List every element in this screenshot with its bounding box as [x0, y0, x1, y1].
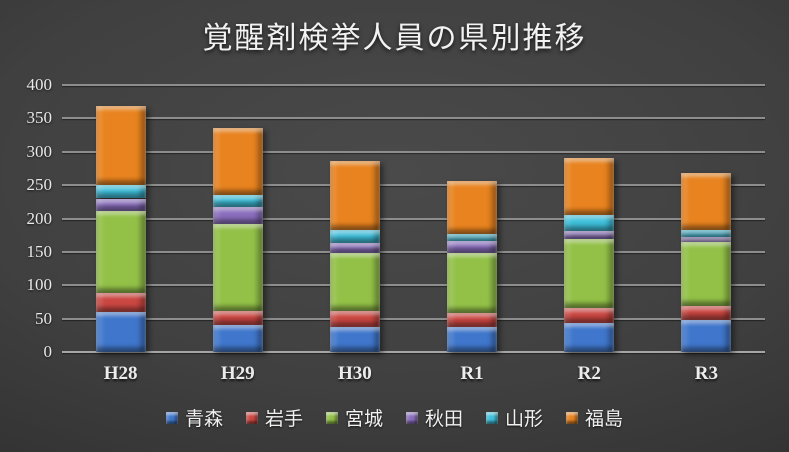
bar-segment-r3-iwate[interactable]	[681, 305, 732, 320]
y-tick-label-350: 350	[26, 108, 53, 128]
bar-segment-h28-akita[interactable]	[95, 198, 146, 211]
legend-marker-miyagi-icon	[325, 411, 338, 424]
bar-segment-h29-miyagi[interactable]	[212, 223, 263, 312]
bar-segment-h29-yamagata[interactable]	[212, 195, 263, 208]
bar-segment-r2-aomori[interactable]	[564, 323, 615, 352]
legend-item-iwate[interactable]: 岩手	[245, 404, 303, 431]
x-tick-label-r1: R1	[460, 363, 484, 384]
y-tick-label-0: 0	[43, 342, 53, 361]
gridline-300	[62, 150, 765, 153]
gridline-150	[62, 250, 765, 253]
y-tick-label-400: 400	[26, 75, 53, 94]
gridline-400	[62, 84, 765, 86]
y-tick-label-150: 150	[26, 241, 53, 261]
bar-segment-r2-miyagi[interactable]	[564, 239, 615, 308]
legend-marker-fukushima-icon	[566, 411, 579, 424]
bar-segment-r3-yamagata[interactable]	[681, 229, 732, 237]
legend-label-fukushima: 福島	[585, 409, 624, 430]
bar-segment-r3-aomori[interactable]	[681, 319, 732, 352]
x-tick-label-h29: H29	[220, 363, 255, 384]
bar-segment-h30-akita[interactable]	[329, 242, 380, 254]
bar-column-h28	[95, 85, 146, 352]
y-tick-label-300: 300	[26, 141, 53, 161]
bar-segment-h28-fukushima[interactable]	[95, 105, 146, 186]
bar-segment-r3-fukushima[interactable]	[681, 173, 732, 230]
legend-item-aomori[interactable]: 青森	[165, 404, 223, 431]
bar-segment-r2-akita[interactable]	[564, 231, 615, 240]
legend-item-akita[interactable]: 秋田	[406, 404, 463, 431]
plot-area: 0 50 100 150 200 250 300 350 400 H28 H29 H30 R1 R2 R3	[27, 75, 765, 384]
y-tick-label-100: 100	[26, 275, 53, 295]
bar-segment-h28-aomori[interactable]	[95, 311, 146, 352]
bar-segment-r1-yamagata[interactable]	[447, 233, 498, 242]
bar-segment-r1-aomori[interactable]	[447, 326, 498, 352]
x-tick-label-h28: H28	[103, 363, 138, 384]
y-tick-label-50: 50	[35, 308, 52, 328]
bar-segment-h30-aomori[interactable]	[329, 326, 380, 352]
bar-column-h29	[212, 85, 263, 352]
bar-segment-h28-yamagata[interactable]	[95, 185, 146, 199]
bar-segment-h30-fukushima[interactable]	[329, 161, 380, 230]
gridline-50	[62, 317, 765, 320]
legend-marker-iwate-icon	[245, 411, 258, 424]
bar-segment-r1-miyagi[interactable]	[447, 252, 498, 314]
bar-segment-h29-fukushima[interactable]	[212, 128, 263, 196]
bar-segment-h28-miyagi[interactable]	[95, 210, 146, 294]
gridline-0	[62, 351, 765, 353]
bar-segment-r1-iwate[interactable]	[447, 313, 498, 327]
gridline-350	[62, 117, 765, 120]
gridline-200	[62, 217, 765, 220]
bar-column-r3	[681, 85, 732, 352]
bar-segment-h30-iwate[interactable]	[329, 311, 380, 327]
legend-marker-aomori-icon	[165, 411, 178, 424]
bar-segment-r2-yamagata[interactable]	[564, 214, 615, 232]
legend-item-fukushima[interactable]: 福島	[566, 404, 623, 431]
x-tick-label-r2: R2	[577, 363, 601, 384]
y-tick-label-200: 200	[26, 208, 53, 228]
legend-item-yamagata[interactable]: 山形	[486, 404, 543, 431]
bar-segment-r2-fukushima[interactable]	[564, 157, 615, 215]
bar-segment-h29-iwate[interactable]	[212, 311, 263, 325]
bar-segment-r3-akita[interactable]	[681, 236, 732, 242]
y-tick-label-250: 250	[26, 175, 53, 195]
legend-label-akita: 秋田	[425, 409, 464, 430]
gridline-250	[62, 184, 765, 187]
legend-marker-yamagata-icon	[486, 411, 499, 424]
bar-segment-r1-fukushima[interactable]	[447, 181, 498, 234]
x-tick-label-r3: R3	[694, 363, 719, 384]
bar-column-r1	[447, 85, 498, 352]
legend: 青森 岩手 宮城 秋田 山形 福島	[0, 404, 789, 431]
gridline-100	[62, 284, 765, 287]
bar-column-h30	[329, 85, 380, 352]
x-tick-label-h30: H30	[338, 363, 372, 384]
legend-label-miyagi: 宮城	[344, 409, 383, 430]
bar-segment-r2-iwate[interactable]	[564, 307, 615, 324]
bar-segment-h29-aomori[interactable]	[212, 324, 263, 352]
bar-segment-h29-akita[interactable]	[212, 207, 263, 224]
bar-segment-h30-miyagi[interactable]	[329, 253, 380, 312]
bar-column-r2	[564, 85, 615, 352]
bar-segment-h30-yamagata[interactable]	[329, 229, 380, 243]
legend-item-miyagi[interactable]: 宮城	[325, 404, 383, 431]
bar-segment-r1-akita[interactable]	[447, 241, 498, 253]
legend-marker-akita-icon	[406, 411, 418, 424]
bar-segment-h28-iwate[interactable]	[95, 293, 146, 312]
chart-title: 覚醒剤検挙人員の県別推移	[202, 22, 587, 55]
legend-label-aomori: 青森	[184, 409, 223, 430]
bar-segment-r3-miyagi[interactable]	[681, 241, 732, 306]
legend-label-iwate: 岩手	[264, 409, 303, 430]
legend-label-yamagata: 山形	[505, 409, 544, 430]
